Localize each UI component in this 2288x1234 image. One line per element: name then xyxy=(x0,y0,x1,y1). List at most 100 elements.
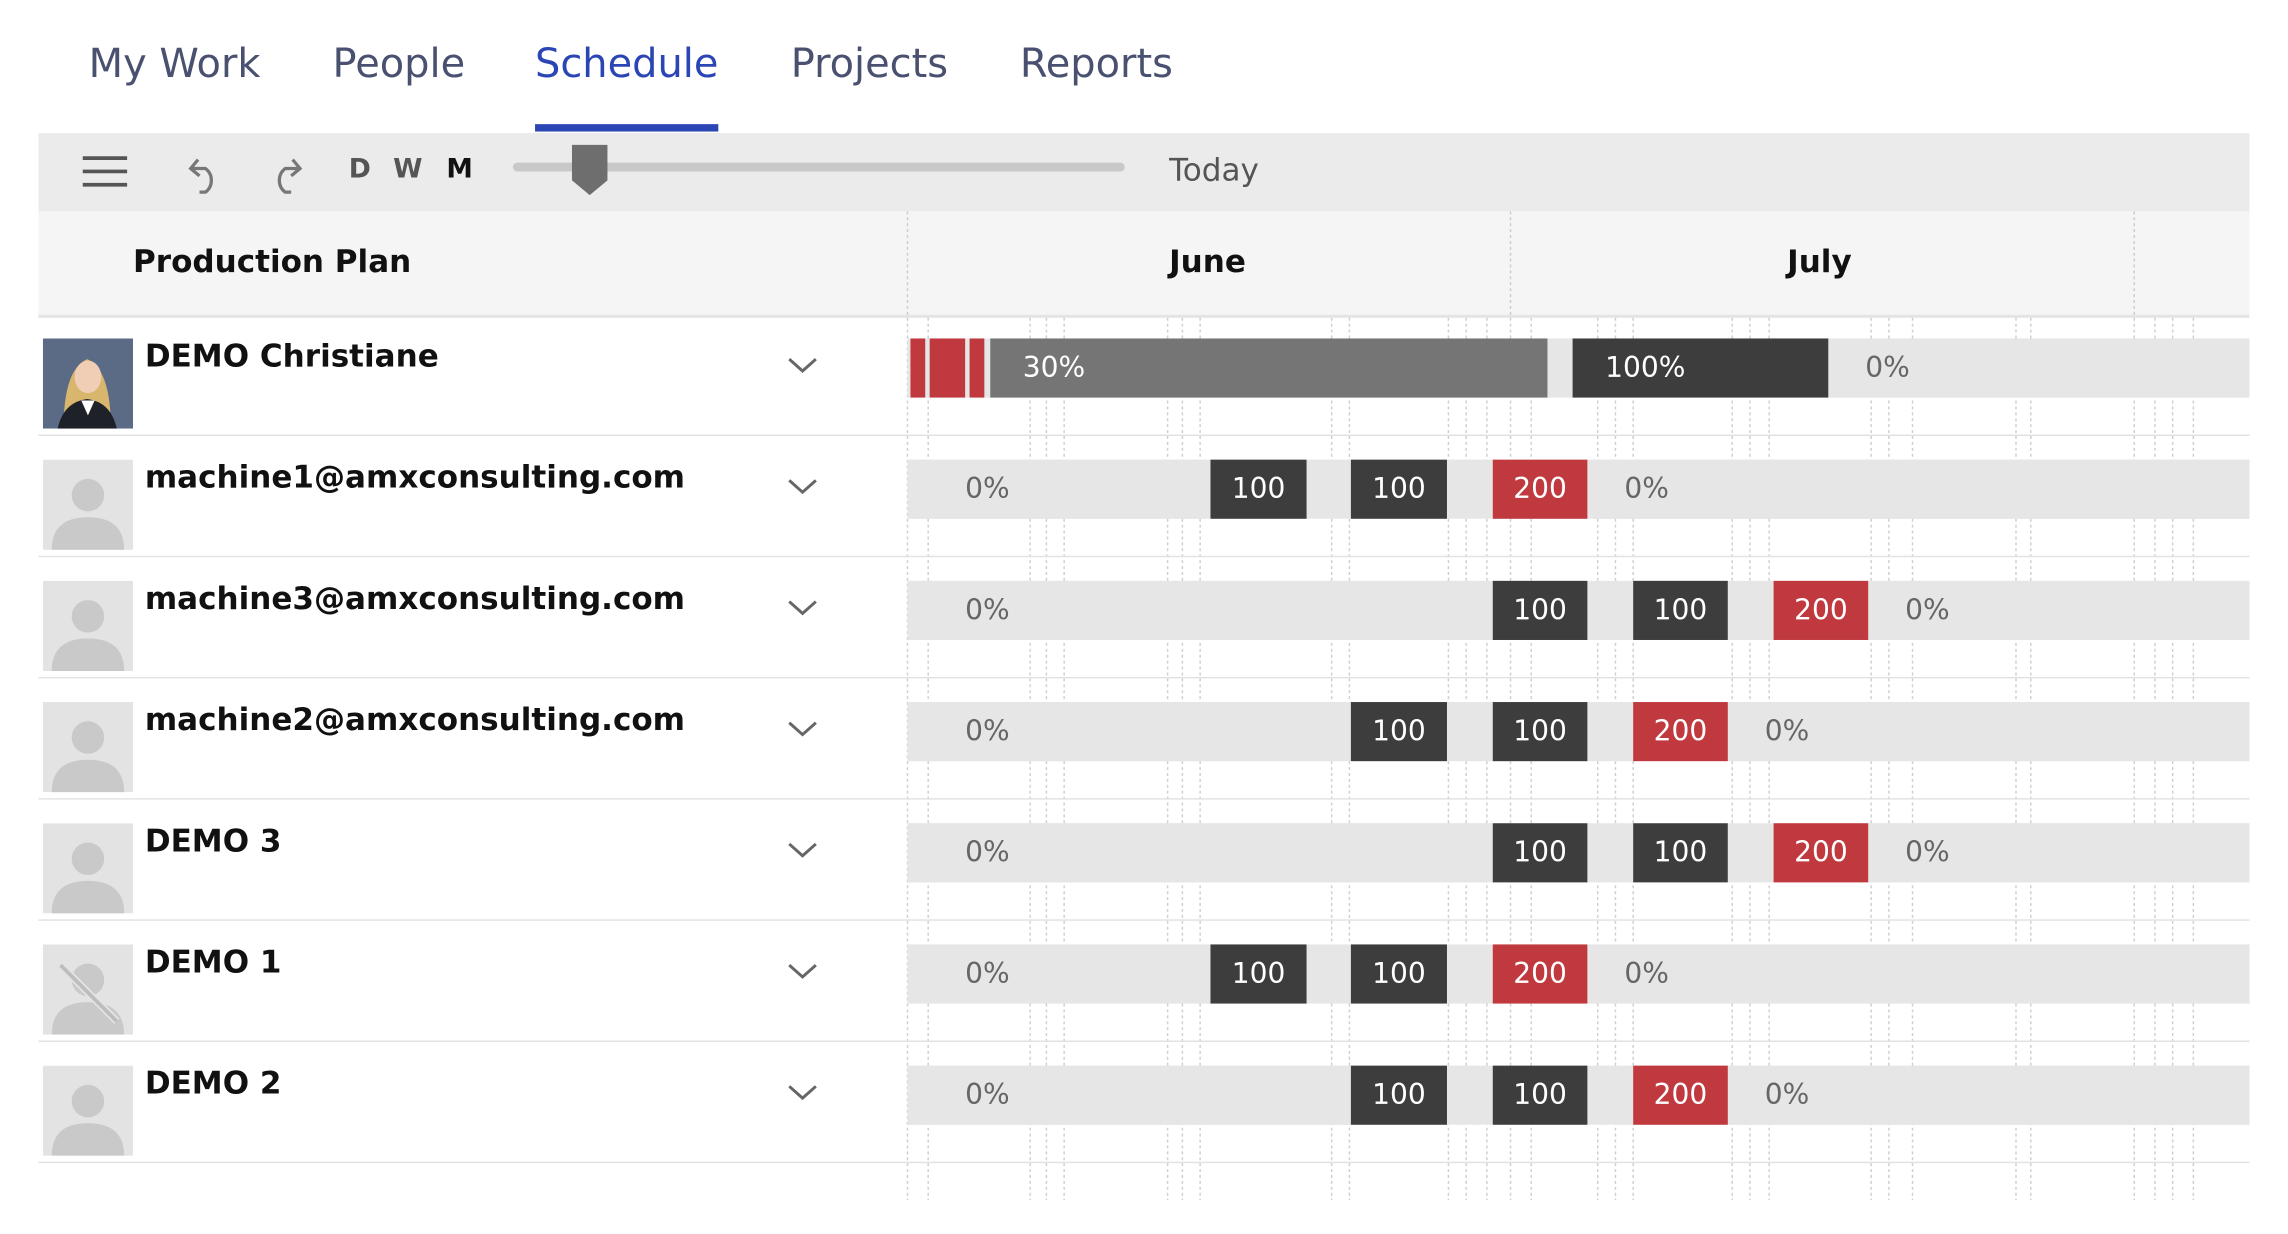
schedule-bar[interactable]: 200 xyxy=(1773,823,1869,883)
plan-title: Production Plan xyxy=(133,243,412,280)
avatar xyxy=(42,580,134,672)
bar-label: 0% xyxy=(1905,836,1950,870)
schedule-bar[interactable]: 100 xyxy=(1210,944,1307,1004)
schedule-bar[interactable]: 200 xyxy=(1492,459,1588,519)
month-label: July xyxy=(1787,243,1852,280)
schedule-bar[interactable]: 100 xyxy=(1492,580,1588,640)
schedule-bar[interactable]: 100 xyxy=(1350,459,1447,519)
bar-label: 30% xyxy=(1022,351,1086,385)
bar-label: 100 xyxy=(1372,1078,1426,1112)
bar-label: 100 xyxy=(1372,715,1426,748)
expand-chevron[interactable] xyxy=(785,597,820,618)
schedule-bar[interactable]: 100% xyxy=(1572,338,1829,398)
resource-row: DEMO 3 0% 100 100 200 0% xyxy=(0,800,2288,921)
schedule-bar[interactable]: 200 xyxy=(1633,1065,1728,1125)
resource-row: DEMO Christiane 30% 100% 0% xyxy=(0,315,2288,437)
zoom-level[interactable]: M xyxy=(446,153,473,185)
expand-chevron[interactable] xyxy=(785,961,820,982)
row-separator xyxy=(38,434,2250,437)
resource-name: DEMO Christiane xyxy=(144,338,439,374)
bar-label: 100 xyxy=(1372,472,1426,506)
row-separator xyxy=(38,798,2250,800)
bar-label: 200 xyxy=(1513,472,1567,506)
expand-chevron[interactable] xyxy=(785,718,820,739)
schedule-bar[interactable]: 200 xyxy=(1773,580,1869,640)
resource-name: machine3@amxconsulting.com xyxy=(144,580,686,617)
schedule-bar[interactable]: 0% xyxy=(1593,459,2250,519)
row-separator xyxy=(38,555,2250,558)
nav-tab[interactable]: Projects xyxy=(790,41,949,88)
schedule-bar[interactable]: 0% xyxy=(1733,702,2250,762)
schedule-bar[interactable]: 0% xyxy=(1593,944,2250,1004)
expand-chevron[interactable] xyxy=(785,840,820,861)
resource-row: machine3@amxconsulting.com 0% 100 100 200 0% xyxy=(0,557,2288,679)
schedule-bar[interactable]: 0% xyxy=(907,580,1487,640)
bar-label: 100 xyxy=(1513,715,1567,748)
bar-label: 100 xyxy=(1231,957,1286,991)
nav-tab[interactable]: Schedule xyxy=(535,41,719,88)
bar-label: 0% xyxy=(965,472,1010,506)
undo-icon[interactable] xyxy=(188,158,213,194)
zoom-slider-thumb[interactable] xyxy=(571,144,608,196)
schedule-bar[interactable]: 0% xyxy=(907,823,1487,883)
bar-label: 0% xyxy=(965,594,1010,627)
bar-label: 100 xyxy=(1231,472,1286,506)
schedule-bar[interactable]: 0% xyxy=(907,1065,1347,1125)
schedule-bar[interactable] xyxy=(910,338,926,398)
bar-label: 100 xyxy=(1513,1078,1567,1112)
menu-icon[interactable] xyxy=(82,156,128,187)
avatar xyxy=(42,338,134,429)
schedule-bar[interactable]: 0% xyxy=(907,944,1205,1004)
bar-label: 100 xyxy=(1372,957,1426,991)
bar-label: 0% xyxy=(965,1078,1010,1112)
zoom-level[interactable]: W xyxy=(393,153,423,185)
bar-label: 0% xyxy=(1865,351,1910,385)
schedule-bar[interactable]: 100 xyxy=(1492,823,1588,883)
schedule-bar[interactable]: 100 xyxy=(1350,944,1447,1004)
nav-tab[interactable]: Reports xyxy=(1019,41,1173,88)
schedule-bar[interactable]: 200 xyxy=(1492,944,1588,1004)
nav-tab[interactable]: My Work xyxy=(88,41,261,88)
schedule-bar[interactable]: 100 xyxy=(1492,1065,1588,1125)
schedule-bar[interactable]: 0% xyxy=(1874,823,2250,883)
expand-chevron[interactable] xyxy=(785,355,820,376)
resource-name: machine1@amxconsulting.com xyxy=(144,459,686,496)
resource-name: DEMO 2 xyxy=(144,1065,282,1102)
row-separator xyxy=(38,1161,2250,1164)
schedule-bar[interactable]: 30% xyxy=(990,338,1548,398)
expand-chevron[interactable] xyxy=(785,1082,820,1103)
schedule-bar[interactable]: 100 xyxy=(1633,823,1728,883)
schedule-bar[interactable]: 100 xyxy=(1210,459,1307,519)
schedule-bar[interactable]: 0% xyxy=(1733,1065,2250,1125)
bar-label: 0% xyxy=(1905,594,1950,627)
schedule-bar[interactable]: 0% xyxy=(1834,338,2250,398)
expand-chevron[interactable] xyxy=(785,476,820,497)
schedule-bar[interactable] xyxy=(969,338,985,398)
schedule-bar[interactable]: 0% xyxy=(907,702,1347,762)
schedule-bar[interactable]: 100 xyxy=(1633,580,1728,640)
avatar xyxy=(42,823,134,914)
timeline-header xyxy=(38,211,2250,318)
zoom-level[interactable]: D xyxy=(348,153,371,185)
row-separator xyxy=(38,676,2250,679)
toolbar xyxy=(38,133,2250,212)
nav-tab[interactable]: People xyxy=(332,41,466,88)
schedule-bar[interactable]: 200 xyxy=(1633,702,1728,762)
today-button[interactable]: Today xyxy=(1169,152,1259,188)
schedule-bar[interactable]: 100 xyxy=(1350,702,1447,762)
schedule-bar[interactable]: 0% xyxy=(907,459,1205,519)
bar-label: 0% xyxy=(1624,957,1669,991)
resource-row: DEMO 1 0% 100 100 200 0% xyxy=(0,921,2288,1042)
bar-label: 0% xyxy=(1764,1078,1810,1112)
bar-label: 100 xyxy=(1513,594,1567,627)
schedule-bar[interactable]: 0% xyxy=(1874,580,2250,640)
redo-icon[interactable] xyxy=(277,158,303,194)
avatar xyxy=(42,702,134,793)
schedule-bar[interactable] xyxy=(929,338,966,398)
schedule-bar[interactable]: 100 xyxy=(1492,702,1588,762)
bar-label: 100% xyxy=(1605,351,1686,385)
schedule-bar[interactable]: 100 xyxy=(1350,1065,1447,1125)
